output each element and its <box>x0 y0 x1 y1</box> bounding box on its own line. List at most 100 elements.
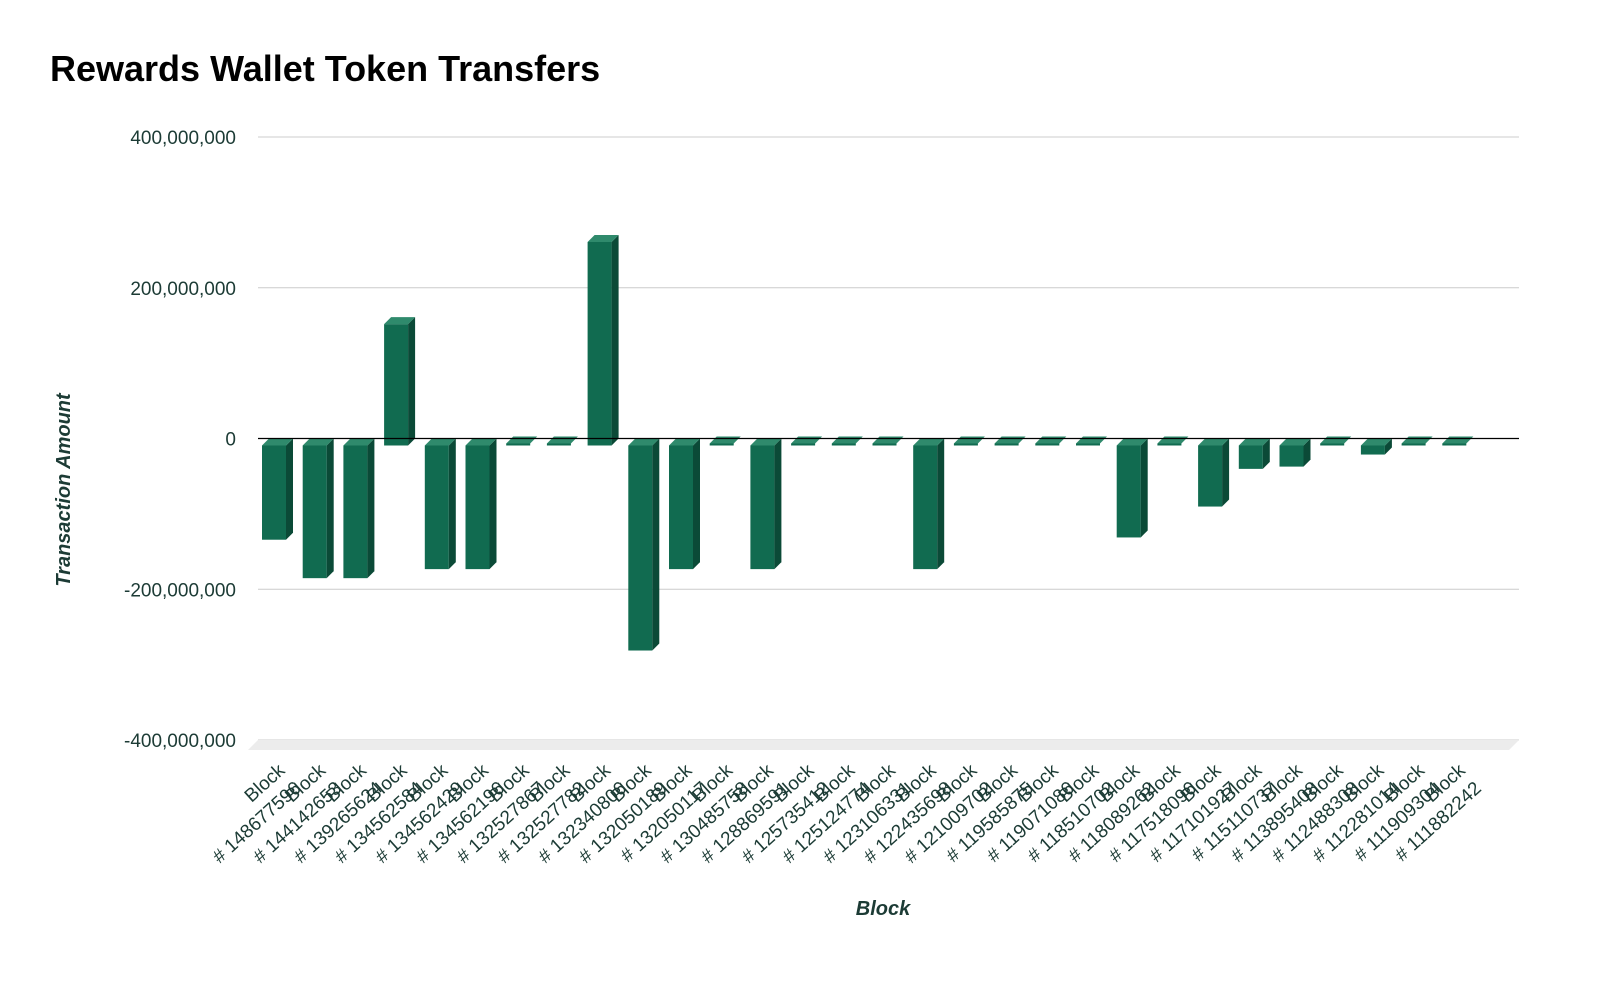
bar-front <box>587 241 612 446</box>
bar-top <box>1035 436 1067 444</box>
y-tick-label: -200,000,000 <box>124 580 236 601</box>
bar <box>791 436 823 446</box>
bar-front <box>1279 445 1304 467</box>
bar-top <box>1198 438 1230 446</box>
bar <box>546 436 578 446</box>
bar <box>1076 436 1107 446</box>
bar-top <box>628 438 660 446</box>
bar-side <box>1222 438 1230 507</box>
bar-top <box>1442 436 1474 444</box>
bar-front <box>831 443 856 446</box>
bar <box>1401 436 1433 446</box>
bar-top <box>465 438 497 446</box>
bar <box>343 438 375 579</box>
bar-side <box>1140 438 1148 538</box>
bar <box>628 438 660 651</box>
bar-side <box>652 438 660 651</box>
bar <box>831 436 863 446</box>
bar-front <box>1238 445 1263 469</box>
bar <box>1157 436 1189 446</box>
bar-top <box>831 436 863 444</box>
bar-top <box>262 438 293 446</box>
bar-side <box>1384 438 1392 455</box>
bar-side <box>367 438 375 579</box>
bar-front <box>1320 443 1345 446</box>
bar-top <box>1157 436 1189 444</box>
bar-front <box>262 445 286 540</box>
bar <box>669 438 700 570</box>
bar-top <box>343 438 375 446</box>
y-axis-title: Transaction Amount <box>53 392 75 587</box>
bar <box>465 438 497 570</box>
bar-front <box>994 443 1019 446</box>
bar-top <box>669 438 700 446</box>
bar-side <box>774 438 782 570</box>
bar-top <box>1279 438 1311 446</box>
bar <box>1279 438 1311 467</box>
bar <box>1442 436 1474 446</box>
bar-top <box>384 317 416 325</box>
bar-front <box>546 443 571 446</box>
bar <box>750 438 782 570</box>
bar-front <box>424 445 449 570</box>
bar-front <box>791 443 816 446</box>
bar-top <box>1401 436 1433 444</box>
bar-top <box>1076 436 1107 444</box>
bar-side <box>326 438 334 579</box>
bar-front <box>1116 445 1141 538</box>
chart-floor <box>248 740 1519 750</box>
bar-front <box>302 445 327 579</box>
y-tick-label: 200,000,000 <box>130 279 236 300</box>
y-tick-label: -400,000,000 <box>124 731 236 752</box>
bar-front <box>628 445 653 651</box>
bar-front <box>1157 443 1182 446</box>
x-axis-title: Block <box>856 898 911 920</box>
chart-title: Rewards Wallet Token Transfers <box>50 48 601 89</box>
bar-front <box>1442 443 1467 446</box>
bar-top <box>424 438 456 446</box>
bar-side <box>489 438 497 570</box>
bar-front <box>1035 443 1060 446</box>
bar-front <box>1360 445 1385 455</box>
bar-top <box>791 436 823 444</box>
bar-front <box>384 324 409 446</box>
bar-front <box>1076 443 1100 446</box>
bar-side <box>408 317 416 446</box>
bar <box>1320 436 1352 446</box>
bar-front <box>669 445 693 570</box>
bar-side <box>1303 438 1311 467</box>
bar <box>384 317 416 446</box>
bar-top <box>913 438 945 446</box>
bar <box>424 438 456 570</box>
bar <box>1360 438 1392 455</box>
bar-top <box>1360 438 1392 446</box>
y-tick-label: 0 <box>225 430 236 451</box>
bar-top <box>302 438 334 446</box>
bar-top <box>1116 438 1148 446</box>
bar <box>262 438 293 540</box>
bar-top <box>546 436 578 444</box>
bar <box>1116 438 1148 538</box>
bar <box>872 436 904 446</box>
bar-top <box>953 436 985 444</box>
bar-side <box>937 438 945 570</box>
bar <box>506 436 538 446</box>
bar-side <box>286 438 293 540</box>
bar-front <box>465 445 490 570</box>
bar <box>709 436 741 446</box>
bar-top <box>587 234 619 242</box>
bar-top <box>994 436 1026 444</box>
bar <box>587 234 619 446</box>
bar-top <box>872 436 904 444</box>
bar-top <box>750 438 782 446</box>
bar-front <box>750 445 775 570</box>
bar <box>913 438 945 570</box>
bars <box>262 234 1474 651</box>
bar-front <box>953 443 978 446</box>
bar-side <box>1262 438 1270 469</box>
bar-front <box>872 443 897 446</box>
bar-side <box>693 438 700 570</box>
bar <box>1238 438 1270 469</box>
